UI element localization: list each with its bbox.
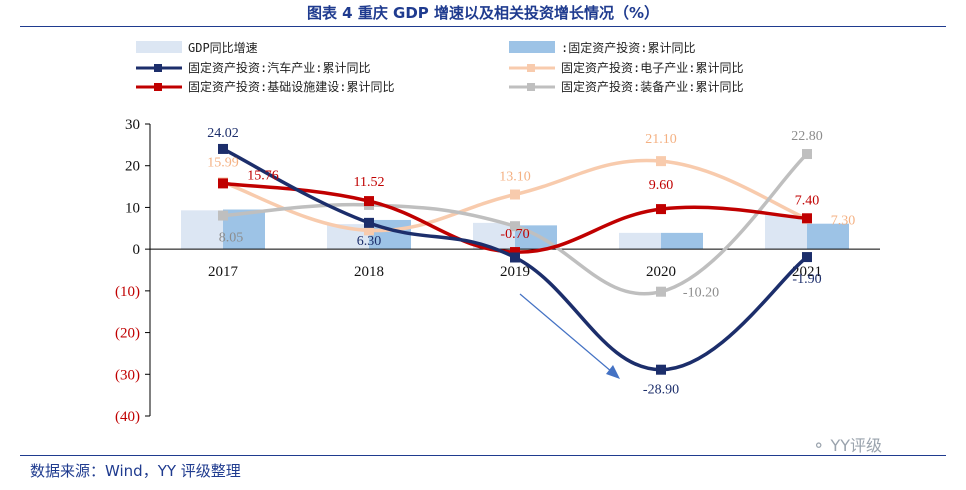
bar-gdp bbox=[181, 210, 223, 250]
y-tick-label: 20 bbox=[125, 159, 140, 175]
y-tick-label: 30 bbox=[125, 117, 140, 133]
data-label-auto: -1.90 bbox=[792, 272, 821, 287]
point-infrastructure bbox=[656, 204, 666, 215]
point-electronics bbox=[510, 189, 520, 200]
legend-label-infrastructure: 固定资产投资:基础设施建设:累计同比 bbox=[188, 79, 394, 94]
point-electronics bbox=[364, 225, 374, 236]
wechat-icon: ⚬ bbox=[812, 436, 826, 455]
point-infrastructure bbox=[510, 247, 520, 258]
point-equipment bbox=[510, 221, 520, 232]
data-label-electronics: 7.30 bbox=[831, 214, 856, 229]
legend-marker-infrastructure bbox=[154, 83, 162, 91]
legend-label-gdp: GDP同比增速 bbox=[188, 41, 258, 55]
legend-label-equipment: 固定资产投资:装备产业:累计同比 bbox=[561, 79, 743, 94]
point-auto bbox=[218, 143, 228, 154]
legend-label-auto: 固定资产投资:汽车产业:累计同比 bbox=[188, 60, 370, 75]
data-label-electronics: 13.10 bbox=[499, 169, 531, 184]
legend-label-fixed_invest: :固定资产投资:累计同比 bbox=[561, 40, 695, 55]
y-tick-label: (10) bbox=[115, 284, 140, 300]
series-line-auto bbox=[222, 147, 809, 372]
data-label-equipment: -10.20 bbox=[683, 286, 719, 301]
x-category-label: 2018 bbox=[354, 264, 384, 280]
watermark-text: YY评级 bbox=[830, 436, 883, 455]
point-equipment bbox=[802, 149, 812, 160]
bar-gdp bbox=[619, 232, 661, 250]
x-category-label: 2021 bbox=[792, 264, 822, 280]
y-tick-label: (30) bbox=[115, 367, 140, 383]
point-infrastructure bbox=[802, 213, 812, 224]
point-auto bbox=[364, 217, 374, 228]
legend-marker-electronics bbox=[527, 64, 535, 72]
x-category-label: 2017 bbox=[208, 264, 239, 280]
y-tick-label: 10 bbox=[125, 200, 140, 216]
x-category-label: 2019 bbox=[500, 264, 530, 280]
title-divider bbox=[20, 26, 946, 27]
series-line-equipment bbox=[222, 152, 809, 296]
bar-fixed_invest bbox=[661, 232, 703, 250]
data-label-equipment: 8.05 bbox=[219, 231, 244, 246]
point-auto bbox=[510, 252, 520, 263]
y-tick-label: 0 bbox=[133, 242, 141, 258]
point-auto bbox=[656, 364, 666, 375]
point-auto bbox=[802, 252, 812, 263]
data-label-equipment: 22.80 bbox=[791, 129, 823, 144]
data-label-infrastructure: -0.70 bbox=[500, 227, 529, 242]
bar-fixed_invest bbox=[807, 223, 849, 250]
data-label-infrastructure: 9.60 bbox=[649, 178, 674, 193]
chart-title: 图表 4 重庆 GDP 增速以及相关投资增长情况（%） bbox=[306, 4, 660, 22]
data-label-auto: -28.90 bbox=[643, 383, 679, 398]
point-infrastructure bbox=[364, 196, 374, 207]
point-infrastructure bbox=[218, 178, 228, 189]
legend-label-electronics: 固定资产投资:电子产业:累计同比 bbox=[561, 60, 743, 75]
data-label-infrastructure: 15.76 bbox=[247, 168, 279, 183]
point-equipment bbox=[218, 210, 228, 221]
data-label-auto: 6.30 bbox=[357, 234, 382, 249]
legend-marker-equipment bbox=[527, 83, 535, 91]
y-tick-label: (40) bbox=[115, 409, 140, 425]
legend-swatch-fixed_invest bbox=[509, 41, 555, 53]
point-equipment bbox=[656, 286, 666, 297]
source-note: 数据来源：Wind，YY 评级整理 bbox=[30, 462, 241, 480]
annotation-arrowhead bbox=[606, 365, 620, 379]
source-divider bbox=[20, 455, 946, 456]
x-category-label: 2020 bbox=[646, 264, 676, 280]
annotation-arrow bbox=[519, 293, 613, 373]
data-label-electronics: 15.99 bbox=[207, 155, 239, 170]
data-label-electronics: 21.10 bbox=[645, 132, 677, 147]
point-electronics bbox=[656, 156, 666, 167]
legend-swatch-gdp bbox=[136, 41, 182, 53]
y-tick-label: (20) bbox=[115, 326, 140, 342]
data-label-infrastructure: 7.40 bbox=[795, 193, 820, 208]
data-label-auto: 24.02 bbox=[207, 126, 239, 141]
legend-marker-auto bbox=[154, 64, 162, 72]
watermark: ⚬ YY评级 bbox=[812, 432, 882, 456]
data-label-infrastructure: 11.52 bbox=[354, 175, 385, 190]
bar-gdp bbox=[765, 214, 807, 250]
